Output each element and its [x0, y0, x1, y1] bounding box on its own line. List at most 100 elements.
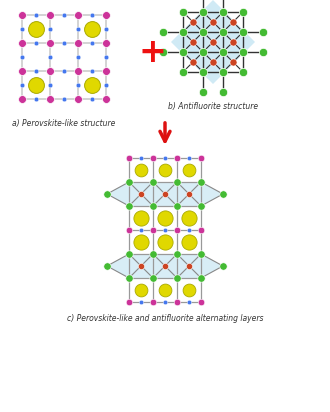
- Point: [89, 68, 95, 74]
- Point: [186, 167, 192, 173]
- Point: [48, 54, 53, 60]
- Point: [150, 179, 156, 185]
- Point: [230, 59, 236, 65]
- Point: [19, 26, 25, 32]
- Point: [138, 191, 144, 197]
- Point: [181, 29, 186, 35]
- Point: [190, 59, 196, 65]
- Point: [174, 154, 180, 161]
- Point: [198, 179, 204, 185]
- Point: [160, 29, 166, 35]
- Point: [198, 154, 204, 161]
- Point: [89, 96, 95, 102]
- Point: [150, 227, 156, 233]
- Point: [200, 49, 206, 55]
- Point: [186, 287, 192, 293]
- Point: [230, 19, 236, 25]
- Point: [75, 40, 81, 46]
- Point: [89, 40, 95, 46]
- Point: [186, 154, 192, 161]
- Point: [186, 263, 192, 269]
- Point: [174, 251, 180, 258]
- Point: [126, 227, 132, 233]
- Point: [19, 40, 25, 46]
- Point: [61, 68, 67, 74]
- Point: [75, 96, 81, 102]
- Point: [181, 9, 186, 15]
- Point: [162, 191, 168, 197]
- Point: [150, 154, 156, 161]
- Point: [103, 54, 109, 60]
- Point: [75, 26, 81, 32]
- Point: [89, 12, 95, 18]
- Point: [138, 239, 144, 245]
- Point: [126, 251, 132, 258]
- Point: [104, 263, 110, 269]
- Point: [19, 68, 25, 74]
- Point: [103, 68, 109, 74]
- Point: [126, 154, 132, 161]
- Point: [138, 227, 144, 233]
- Text: a) Perovskite-like structure: a) Perovskite-like structure: [12, 119, 116, 128]
- Point: [240, 69, 246, 75]
- Point: [33, 40, 39, 46]
- Point: [19, 82, 25, 88]
- Point: [200, 89, 206, 95]
- Point: [220, 49, 226, 55]
- Point: [190, 19, 196, 25]
- Point: [220, 191, 226, 197]
- Point: [126, 203, 132, 209]
- Point: [162, 227, 168, 233]
- Point: [210, 59, 215, 65]
- Point: [260, 49, 266, 55]
- Point: [181, 49, 186, 55]
- Point: [220, 263, 226, 269]
- Point: [186, 215, 192, 221]
- Point: [75, 12, 81, 18]
- Point: [186, 191, 192, 197]
- Point: [174, 179, 180, 185]
- Point: [48, 12, 53, 18]
- Point: [19, 96, 25, 102]
- Point: [220, 89, 226, 95]
- Text: b) Antifluorite structure: b) Antifluorite structure: [168, 102, 258, 111]
- Polygon shape: [107, 182, 223, 206]
- Point: [198, 251, 204, 258]
- Point: [200, 69, 206, 75]
- Point: [138, 299, 144, 305]
- Polygon shape: [107, 254, 223, 278]
- Point: [75, 82, 81, 88]
- Point: [75, 54, 81, 60]
- Point: [103, 82, 109, 88]
- Point: [162, 154, 168, 161]
- Point: [126, 179, 132, 185]
- Point: [174, 227, 180, 233]
- Point: [89, 82, 95, 88]
- Point: [48, 96, 53, 102]
- Point: [198, 203, 204, 209]
- Point: [126, 299, 132, 305]
- Point: [174, 275, 180, 281]
- Point: [61, 12, 67, 18]
- Point: [103, 26, 109, 32]
- Point: [210, 39, 215, 45]
- Point: [162, 215, 168, 221]
- Point: [260, 29, 266, 35]
- Point: [186, 299, 192, 305]
- Point: [160, 49, 166, 55]
- Point: [150, 299, 156, 305]
- Point: [174, 203, 180, 209]
- Point: [198, 299, 204, 305]
- Polygon shape: [171, 0, 255, 84]
- Point: [230, 39, 236, 45]
- Point: [33, 12, 39, 18]
- Point: [33, 96, 39, 102]
- Point: [33, 68, 39, 74]
- Point: [103, 96, 109, 102]
- Point: [138, 154, 144, 161]
- Point: [220, 9, 226, 15]
- Point: [198, 275, 204, 281]
- Point: [181, 69, 186, 75]
- Point: [150, 251, 156, 258]
- Point: [103, 12, 109, 18]
